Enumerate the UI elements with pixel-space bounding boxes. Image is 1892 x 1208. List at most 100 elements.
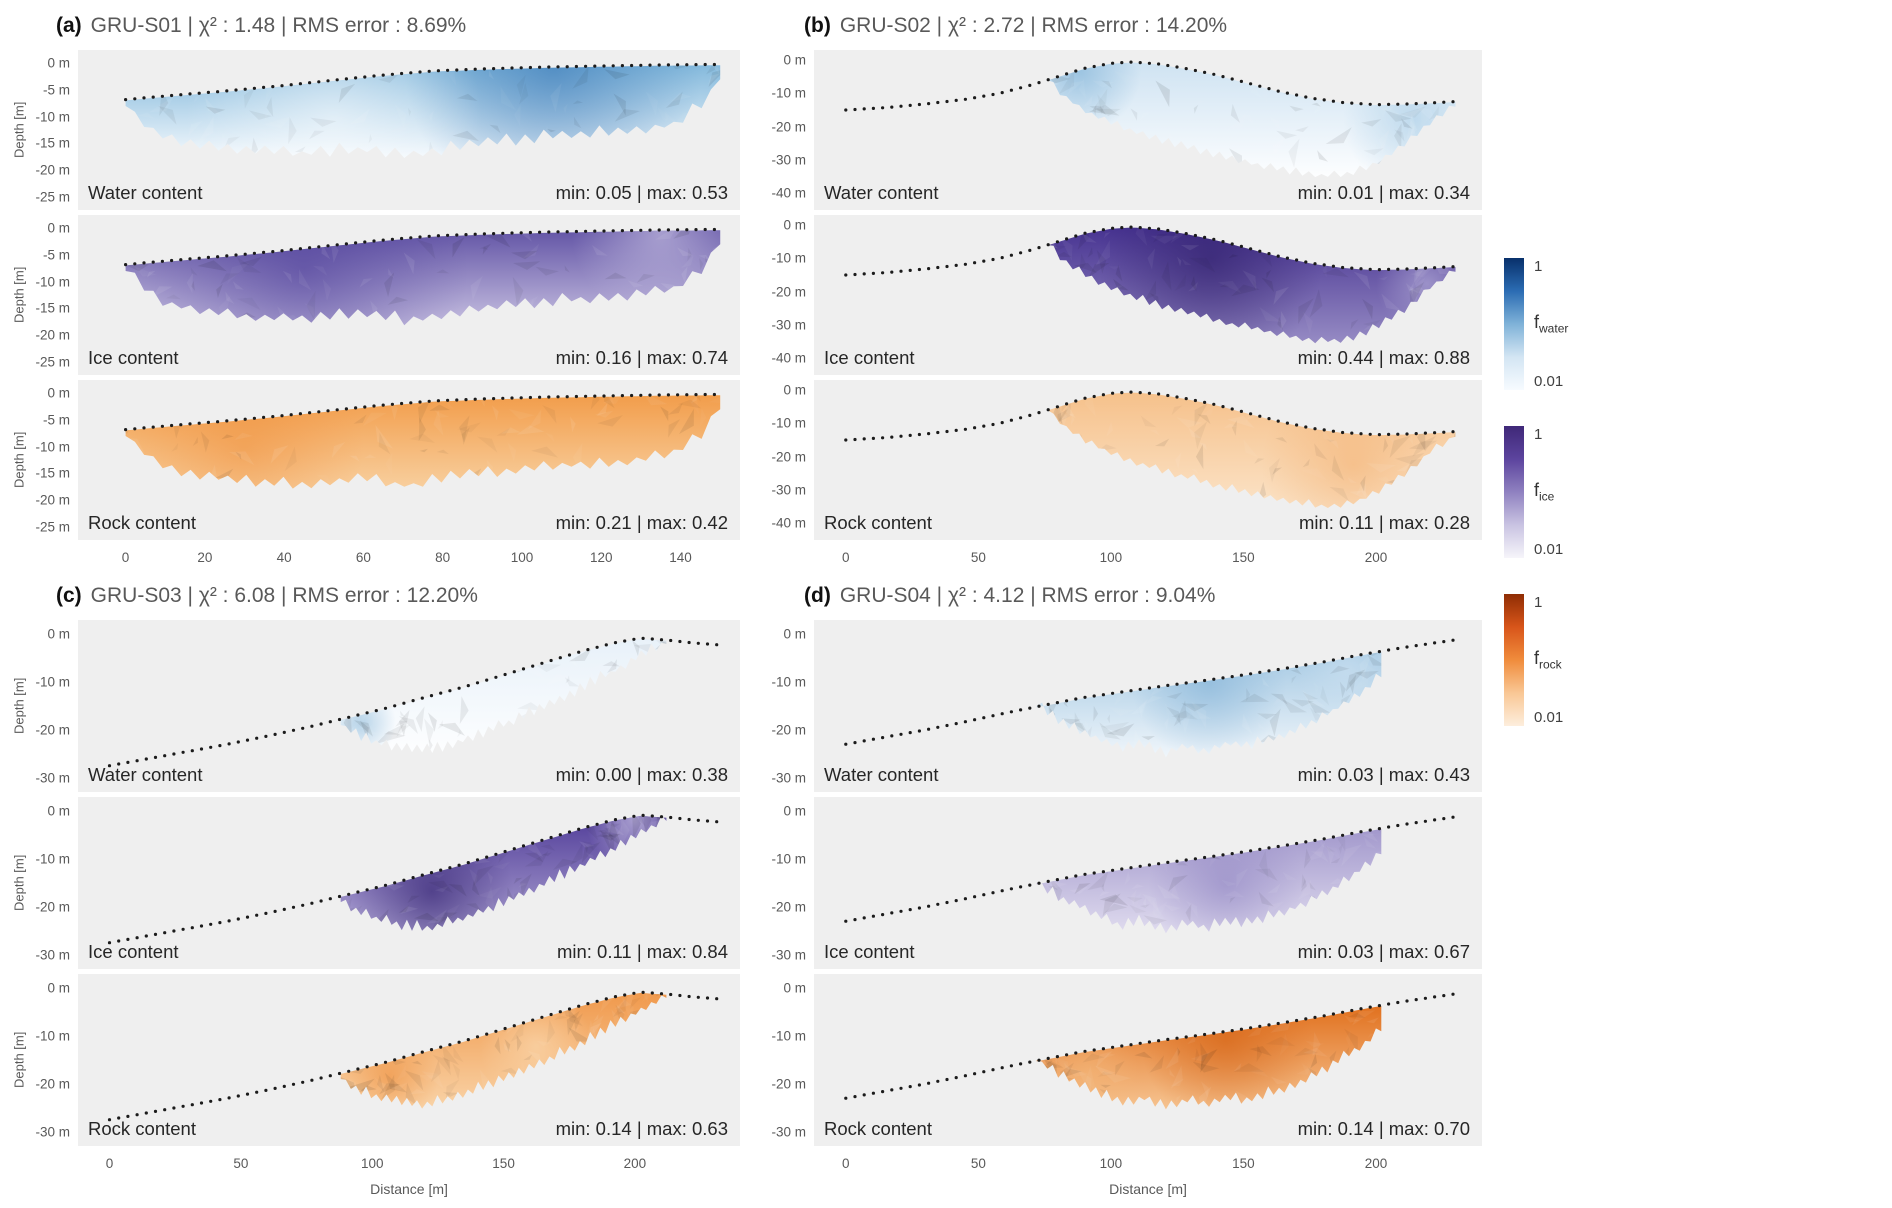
panel-key: (c) xyxy=(56,584,82,607)
panel-key: (a) xyxy=(56,14,82,37)
colorbar-ice-max-label: 1 xyxy=(1534,426,1543,443)
y-tick-labels: 0 m -10 m -20 m -30 m -40 m xyxy=(764,380,814,540)
y-tick-label: -5 m xyxy=(43,412,70,428)
minmax-stats: min: 0.03 | max: 0.67 xyxy=(1297,941,1470,962)
y-tick-label: -30 m xyxy=(35,947,70,963)
panel-title: (d) GRU-S04 | χ² : 4.12 | RMS error : 9.0… xyxy=(758,578,1482,620)
x-tick-label: 150 xyxy=(1232,1156,1255,1171)
panel-a: (a) GRU-S01 | χ² : 1.48 | RMS error : 8.6… xyxy=(0,0,748,570)
x-axis-title: Distance [m] xyxy=(370,1181,448,1197)
x-axis-title: Distance [m] xyxy=(1109,1181,1187,1197)
panel-heading: GRU-S04 | χ² : 4.12 | RMS error : 9.04% xyxy=(839,584,1216,607)
panel-d: (d) GRU-S04 | χ² : 4.12 | RMS error : 9.0… xyxy=(748,570,1490,1208)
y-tick-label: -20 m xyxy=(771,449,806,465)
surface-dots xyxy=(844,992,1455,1100)
water-content-plot: Water content min: 0.05 | max: 0.53 xyxy=(78,50,740,210)
y-tick-label: -10 m xyxy=(35,274,70,290)
subplot-water-content: Depth [m] 0 m -5 m -10 m -15 m -20 m -25 m Wa… xyxy=(10,50,740,210)
y-tick-label: -20 m xyxy=(771,899,806,915)
y-tick-label: -20 m xyxy=(35,1076,70,1092)
colorbar-ice: 1 fice 0.01 xyxy=(1504,426,1563,558)
section-mesh-svg xyxy=(107,990,719,1122)
y-axis-label: Depth [m] xyxy=(11,266,27,324)
panel-b: (b) GRU-S02 | χ² : 2.72 | RMS error : 14.… xyxy=(748,0,1490,570)
section-mesh-svg xyxy=(844,390,1456,509)
subplot-rock-content: 0 m -10 m -20 m -30 m -40 m Rock content min… xyxy=(758,380,1482,540)
x-tick-labels: 0 50 100 150 200 xyxy=(814,1151,1482,1175)
minmax-stats: min: 0.11 | max: 0.84 xyxy=(556,941,728,962)
content-label: Rock content xyxy=(824,512,932,533)
y-axis-label: Depth [m] xyxy=(11,431,27,489)
minmax-stats: min: 0.14 | max: 0.63 xyxy=(555,1118,728,1139)
water-content-plot: Water content min: 0.00 | max: 0.38 xyxy=(78,620,740,792)
x-tick-label: 100 xyxy=(510,550,534,565)
y-tick-label: -10 m xyxy=(35,439,70,455)
content-label: Rock content xyxy=(824,1118,932,1139)
x-tick-label: 60 xyxy=(355,550,371,565)
y-tick-label: -10 m xyxy=(771,415,806,431)
surface-dots xyxy=(107,990,719,1122)
surface-dots xyxy=(107,636,719,768)
rock-content-plot: Rock content min: 0.14 | max: 0.70 xyxy=(814,974,1482,1146)
rock-content-plot: Rock content min: 0.11 | max: 0.28 xyxy=(814,380,1482,540)
content-mesh xyxy=(340,638,667,753)
x-tick-label: 50 xyxy=(970,550,986,565)
x-tick-label: 40 xyxy=(276,550,292,565)
minmax-stats: min: 0.00 | max: 0.38 xyxy=(555,764,728,785)
content-label: Water content xyxy=(88,182,203,203)
x-tick-label: 0 xyxy=(842,1156,850,1171)
x-axis: 0 20 40 60 80 100 120 140 xyxy=(10,545,740,569)
ice-content-plot: Ice content min: 0.03 | max: 0.67 xyxy=(814,797,1482,969)
surface-dots xyxy=(844,815,1455,923)
x-tick-label: 200 xyxy=(623,1156,647,1171)
y-tick-label: -30 m xyxy=(771,317,806,333)
minmax-stats: min: 0.44 | max: 0.88 xyxy=(1297,347,1470,368)
x-tick-label: 20 xyxy=(197,550,213,565)
subplot-water-content: Depth [m] 0 m -10 m -20 m -30 m Water conte… xyxy=(10,620,740,792)
panel-title: (c) GRU-S03 | χ² : 6.08 | RMS error : 12.… xyxy=(10,578,740,620)
ice-content-plot: Ice content min: 0.44 | max: 0.88 xyxy=(814,215,1482,375)
colorbar-rock-name: frock xyxy=(1534,648,1562,672)
subplot-ice-content: Depth [m] 0 m -10 m -20 m -30 m Ice content… xyxy=(10,797,740,969)
x-tick-label: 0 xyxy=(105,1156,114,1171)
water-content-plot: Water content min: 0.01 | max: 0.34 xyxy=(814,50,1482,210)
y-tick-labels: 0 m -10 m -20 m -30 m xyxy=(28,620,78,792)
section-mesh-svg xyxy=(124,227,721,326)
x-axis: 0 50 100 150 200 xyxy=(758,1151,1482,1175)
section-mesh-svg xyxy=(844,225,1456,344)
panel-heading: GRU-S02 | χ² : 2.72 | RMS error : 14.20% xyxy=(839,14,1228,37)
colorbar-ice-gradient xyxy=(1504,426,1524,558)
y-tick-label: -40 m xyxy=(771,515,806,531)
minmax-stats: min: 0.14 | max: 0.70 xyxy=(1297,1118,1470,1139)
y-tick-labels: 0 m -10 m -20 m -30 m xyxy=(764,974,814,1146)
x-tick-label: 80 xyxy=(435,550,451,565)
y-tick-label: -40 m xyxy=(771,350,806,366)
y-tick-label: -20 m xyxy=(35,899,70,915)
rock-content-plot: Rock content min: 0.14 | max: 0.63 xyxy=(78,974,740,1146)
section-mesh-svg xyxy=(844,638,1455,758)
y-tick-label: -5 m xyxy=(43,247,70,263)
ice-content-plot: Ice content min: 0.11 | max: 0.84 xyxy=(78,797,740,969)
subplot-rock-content: 0 m -10 m -20 m -30 m Rock content min: 0.1… xyxy=(758,974,1482,1146)
panel-key: (d) xyxy=(804,584,831,607)
y-tick-labels: 0 m -10 m -20 m -30 m -40 m xyxy=(764,50,814,210)
x-tick-labels: 0 50 100 150 200 xyxy=(78,1151,740,1175)
subplot-water-content: 0 m -10 m -20 m -30 m -40 m Water content mi… xyxy=(758,50,1482,210)
x-axis-title-row: Distance [m] xyxy=(758,1175,1482,1203)
content-label: Ice content xyxy=(824,941,915,962)
subplot-ice-content: 0 m -10 m -20 m -30 m Ice content min: 0.03… xyxy=(758,797,1482,969)
surface-dots xyxy=(107,813,719,945)
panel-heading: GRU-S01 | χ² : 1.48 | RMS error : 8.69% xyxy=(90,14,467,37)
x-axis-title-row: Distance [m] xyxy=(10,1175,740,1203)
minmax-stats: min: 0.01 | max: 0.34 xyxy=(1297,182,1470,203)
y-tick-label: -30 m xyxy=(771,152,806,168)
y-tick-label: -10 m xyxy=(35,674,70,690)
y-tick-labels: 0 m -5 m -10 m -15 m -20 m -25 m xyxy=(28,50,78,210)
y-tick-label: -10 m xyxy=(35,1028,70,1044)
colorbar-water-gradient xyxy=(1504,258,1524,390)
content-label: Ice content xyxy=(88,941,179,962)
content-label: Water content xyxy=(88,764,203,785)
subplot-rock-content: Depth [m] 0 m -5 m -10 m -15 m -20 m -25 m Ro… xyxy=(10,380,740,540)
y-tick-label: -10 m xyxy=(771,85,806,101)
y-tick-label: -20 m xyxy=(771,284,806,300)
